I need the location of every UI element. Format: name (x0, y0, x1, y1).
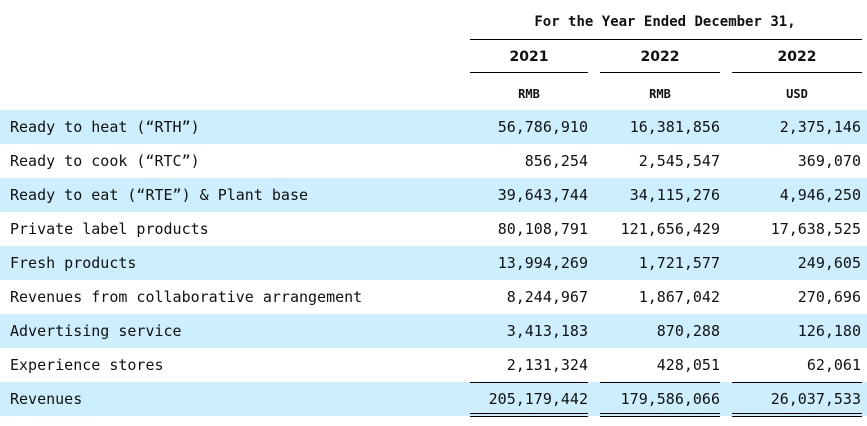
row-value: 8,244,967 (506, 288, 588, 306)
table-row: Private label products 80,108,791 121,656,… (0, 212, 867, 246)
row-label: Revenues from collaborative arrangement (10, 288, 363, 306)
row-value: 3,413,183 (506, 322, 588, 340)
row-value: 270,696 (797, 288, 861, 306)
row-label: Advertising service (10, 322, 182, 340)
row-label: Ready to cook (“RTC”) (10, 152, 200, 170)
row-label: Ready to heat (“RTH”) (10, 118, 200, 136)
row-value: 2,545,547 (638, 152, 720, 170)
row-value: 1,867,042 (638, 288, 720, 306)
table-row: Fresh products 13,994,269 1,721,577 249,605 (0, 246, 867, 280)
row-value: 2,375,146 (779, 118, 861, 136)
row-value: 39,643,744 (497, 186, 588, 204)
header-rule (470, 39, 862, 40)
row-value: 126,180 (797, 322, 861, 340)
period-header: For the Year Ended December 31, (534, 14, 796, 30)
row-label: Private label products (10, 220, 209, 238)
row-value: 249,605 (797, 254, 861, 272)
row-value: 1,721,577 (638, 254, 720, 272)
total-double-rule-1 (470, 413, 588, 417)
row-value: 856,254 (524, 152, 588, 170)
row-value: 2,131,324 (506, 356, 588, 374)
subtotal-rule-1 (470, 382, 588, 383)
row-value: 205,179,442 (488, 390, 588, 408)
row-value: 34,115,276 (629, 186, 720, 204)
row-value: 13,994,269 (497, 254, 588, 272)
table-row: Ready to heat (“RTH”) 56,786,910 16,381,85… (0, 110, 867, 144)
total-double-rule-2 (600, 413, 720, 417)
row-value: 4,946,250 (779, 186, 861, 204)
row-value: 62,061 (806, 356, 861, 374)
row-value: 17,638,525 (770, 220, 861, 238)
row-value: 428,051 (656, 356, 720, 374)
row-label: Fresh products (10, 254, 137, 272)
year-header-2022-rmb: 2022 (640, 49, 680, 65)
row-value: 26,037,533 (770, 390, 861, 408)
currency-rmb-2021: RMB (518, 87, 540, 101)
year-rule-2 (600, 72, 720, 73)
currency-usd-2022: USD (786, 87, 808, 101)
total-double-rule-3 (732, 413, 862, 417)
row-value: 870,288 (656, 322, 720, 340)
subtotal-rule-2 (600, 382, 720, 383)
table-row: Revenues from collaborative arrangement 8… (0, 280, 867, 314)
table-row: Ready to eat (“RTE”) & Plant base 39,643,… (0, 178, 867, 212)
subtotal-rule-3 (732, 382, 862, 383)
row-value: 80,108,791 (497, 220, 588, 238)
row-value: 369,070 (797, 152, 861, 170)
year-header-2021: 2021 (509, 49, 549, 65)
table-row: Experience stores 2,131,324 428,051 62,061 (0, 348, 867, 382)
year-rule-1 (470, 72, 588, 73)
row-label: Ready to eat (“RTE”) & Plant base (10, 186, 309, 204)
year-rule-3 (732, 72, 862, 73)
row-label: Revenues (10, 390, 83, 408)
total-row: Revenues 205,179,442 179,586,066 26,037,533 (0, 382, 867, 416)
row-value: 16,381,856 (629, 118, 720, 136)
year-header-2022-usd: 2022 (777, 49, 817, 65)
row-value: 56,786,910 (497, 118, 588, 136)
row-value: 179,586,066 (620, 390, 720, 408)
currency-rmb-2022: RMB (649, 87, 671, 101)
table-row: Advertising service 3,413,183 870,288 126,1… (0, 314, 867, 348)
row-value: 121,656,429 (620, 220, 720, 238)
table-row: Ready to cook (“RTC”) 856,254 2,545,547 369… (0, 144, 867, 178)
row-label: Experience stores (10, 356, 164, 374)
